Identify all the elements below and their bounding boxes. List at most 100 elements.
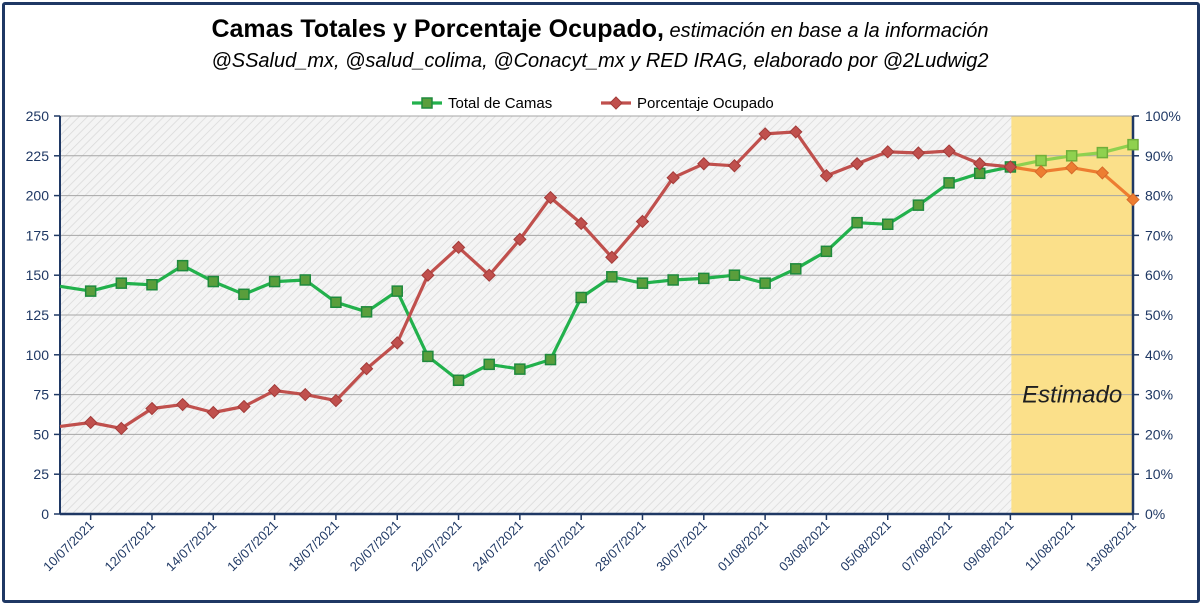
y-left-tick-label: 125 (26, 307, 50, 323)
total-point (483, 358, 495, 371)
pct-point (850, 157, 864, 171)
y-left-tick-label: 200 (26, 188, 50, 204)
total-point (820, 245, 833, 258)
y-right-tick-label: 20% (1145, 426, 1173, 442)
total-point (238, 288, 250, 301)
total-point (391, 285, 403, 297)
pct-point (881, 145, 895, 159)
x-tick-label: 28/07/2021 (592, 518, 649, 575)
pct-point (635, 214, 650, 229)
y-left-tick-label: 175 (26, 227, 50, 243)
pct-point (1126, 192, 1140, 207)
x-tick-label: 05/08/2021 (837, 518, 894, 575)
total-point (943, 177, 955, 189)
total-point (1065, 150, 1078, 162)
total-point (330, 296, 342, 309)
pct-point (451, 240, 466, 255)
x-tick-label: 26/07/2021 (531, 518, 588, 575)
gridlines (60, 115, 1133, 475)
chart-title: Camas Totales y Porcentaje Ocupado, esti… (0, 14, 1200, 74)
total-point (728, 269, 741, 281)
pct-point (421, 268, 435, 282)
total-point (452, 374, 465, 387)
pct-point (1095, 166, 1110, 180)
pct-point (359, 362, 374, 376)
x-tick-label: 09/08/2021 (960, 518, 1017, 575)
pct-point (329, 393, 343, 408)
x-tick-label: 12/07/2021 (101, 518, 158, 575)
total-point (606, 271, 618, 283)
total-point (881, 218, 894, 231)
pct-point (819, 168, 834, 183)
y-right-tick-label: 40% (1145, 347, 1173, 363)
x-tick-label: 01/08/2021 (715, 518, 772, 575)
legend-label-1: Porcentaje Ocupado (637, 95, 774, 112)
pct-point (390, 336, 404, 350)
x-tick-label: 24/07/2021 (469, 518, 526, 575)
y-left-tick-label: 250 (26, 108, 50, 124)
x-tick-label: 07/08/2021 (899, 518, 956, 575)
total-point (84, 285, 97, 297)
y-right-tick-label: 10% (1145, 466, 1173, 482)
pct-point (758, 127, 772, 141)
pct-point (298, 387, 312, 402)
total-point (759, 277, 771, 289)
legend-marker-pct (609, 96, 623, 110)
pct-point (513, 232, 527, 247)
total-point (790, 263, 802, 275)
y-right-tick-label: 70% (1145, 227, 1173, 243)
x-tick-label: 03/08/2021 (776, 518, 833, 575)
total-point (1127, 138, 1139, 151)
pct-point (1064, 161, 1079, 175)
pct-point (83, 415, 98, 430)
total-point (1035, 154, 1047, 167)
pct-point (666, 170, 680, 185)
total-point (636, 277, 649, 289)
total-point (422, 350, 434, 363)
title-subtitle: estimación en base a la información (663, 20, 989, 42)
x-tick-label: 20/07/2021 (347, 518, 404, 575)
total-point (360, 306, 373, 318)
x-tick-label: 16/07/2021 (224, 518, 281, 575)
legend: Total de Camas Porcentaje Ocupado (412, 95, 774, 112)
total-point (1096, 146, 1109, 159)
total-point (146, 279, 158, 291)
y-left-tick-label: 150 (26, 267, 50, 283)
x-tick-label: 22/07/2021 (408, 518, 465, 575)
pct-point (697, 157, 711, 171)
pct-point (789, 125, 803, 139)
pct-point (942, 144, 956, 158)
y-left-tick-label: 225 (26, 148, 50, 164)
series-layer (59, 125, 1140, 436)
total-point (667, 274, 679, 286)
total-point (575, 291, 587, 304)
total-point (299, 274, 312, 286)
x-tick-label: 13/08/2021 (1082, 518, 1139, 575)
pct-point (1003, 160, 1018, 174)
title-main: Camas Totales y Porcentaje Ocupado, (211, 15, 664, 43)
pct-point (911, 146, 926, 160)
y-right-tick-label: 90% (1145, 148, 1173, 164)
pct-point (114, 421, 129, 436)
legend-marker-total (421, 97, 433, 109)
total-point (514, 363, 526, 375)
y-left-tick-label: 50 (33, 426, 49, 442)
total-point (207, 275, 220, 288)
total-point (176, 259, 189, 272)
y-right-tick-label: 0% (1145, 506, 1165, 522)
pct-point (237, 399, 251, 414)
y-right-tick-label: 50% (1145, 307, 1173, 323)
x-tick-label: 10/07/2021 (40, 518, 97, 575)
total-point (698, 272, 710, 285)
y-right-tick-label: 100% (1145, 108, 1181, 124)
y-right-tick-label: 30% (1145, 387, 1173, 403)
pct-point (605, 250, 619, 264)
legend-label-0: Total de Camas (448, 95, 552, 112)
title-credits: @SSalud_mx, @salud_colima, @Conacyt_mx y… (211, 50, 989, 72)
y-left-tick-label: 0 (41, 506, 49, 522)
x-tick-label: 11/08/2021 (1022, 518, 1078, 574)
pct-point (206, 405, 220, 420)
total-point (115, 277, 128, 289)
x-tick-label: 30/07/2021 (653, 518, 710, 575)
